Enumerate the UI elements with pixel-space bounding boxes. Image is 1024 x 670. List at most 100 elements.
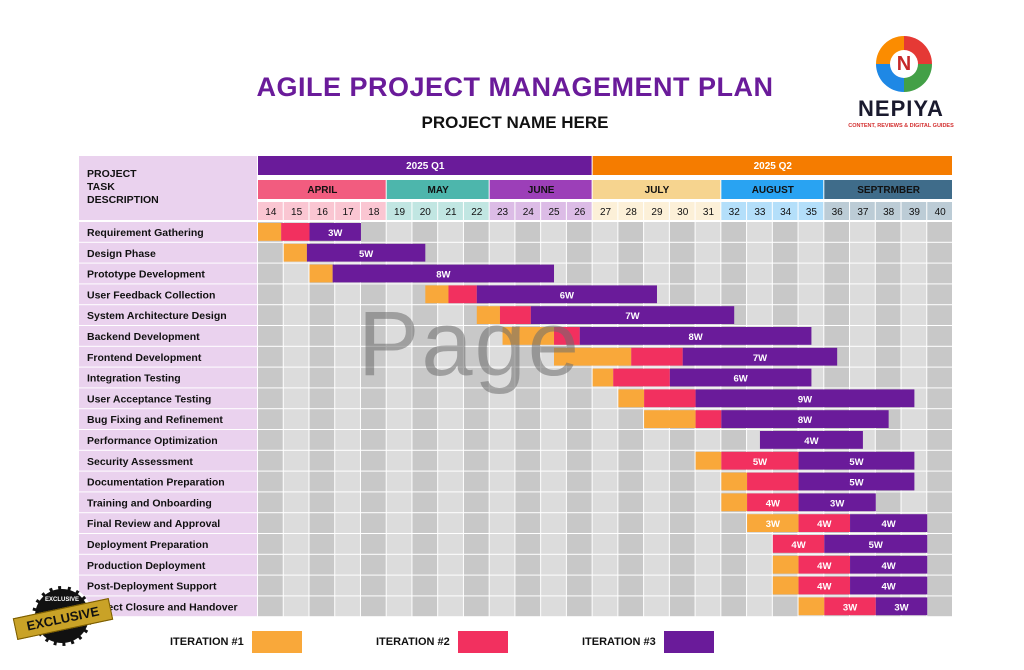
grid-cell [360,575,386,596]
task-name: User Acceptance Testing [87,393,211,405]
bar-duration-label: 4W [817,519,831,530]
grid-cell [721,242,747,263]
bar-duration-label: 5W [849,478,863,489]
grid-cell [335,513,360,533]
page-subtitle: PROJECT NAME HERE [421,113,609,132]
grid-cell [875,305,901,325]
grid-cell [515,534,541,554]
grid-cell [901,492,927,513]
gantt-bar-iteration-3 [476,285,657,304]
grid-cell [515,367,541,388]
task-name-cell [79,388,257,409]
grid-cell [283,388,309,409]
grid-cell [438,367,463,388]
grid-cell [927,305,952,325]
task-name-cell [79,596,257,617]
grid-cell [258,534,283,554]
week-number: 40 [935,207,947,218]
bar-duration-label: 8W [688,332,702,343]
grid-cell [283,346,309,367]
gantt-bar-iteration-1 [476,306,500,324]
logo-mark-icon: N [876,36,932,92]
grid-cell [669,575,695,596]
grid-cell [463,388,489,409]
grid-cell [721,263,747,284]
grid-cell [335,284,360,305]
gantt-bar-iteration-3 [850,514,928,532]
grid-cell [592,222,618,242]
grid-cell [721,575,747,596]
grid-cell [850,263,875,284]
grid-cell [309,534,335,554]
grid-cell [850,305,875,325]
task-name-cell [79,534,257,554]
grid-cell [386,554,412,575]
grid-cell [566,409,592,429]
week-number: 23 [497,207,509,218]
month-label: AUGUST [752,185,794,196]
grid-cell [798,242,824,263]
grid-cell [283,534,309,554]
grid-cell [875,242,901,263]
gantt-bar-iteration-2 [613,368,670,387]
grid-cell [747,554,772,575]
task-name-cell [79,450,257,471]
week-number: 24 [523,207,535,218]
grid-cell [592,596,618,617]
gantt-bar-iteration-2 [695,410,722,428]
week-cell [386,202,412,220]
grid-cell [258,596,283,617]
week-number: 15 [291,207,303,218]
grid-cell [875,430,901,450]
bar-duration-label: 6W [560,290,574,301]
grid-cell [515,575,541,596]
grid-cell [515,596,541,617]
task-name-cell [79,346,257,367]
task-name-cell [79,305,257,325]
task-name: Final Review and Approval [87,518,220,530]
grid-cell [515,388,541,409]
grid-cell [463,430,489,450]
grid-cell [541,409,566,429]
task-name-cell [79,242,257,263]
grid-cell [875,263,901,284]
grid-cell [335,596,360,617]
week-cell [309,202,335,220]
grid-cell [566,554,592,575]
month-label: JUNE [528,185,555,196]
gantt-bar-iteration-3 [875,597,928,616]
grid-cell [489,575,515,596]
grid-cell [360,284,386,305]
grid-cell [515,222,541,242]
grid-cell [618,575,644,596]
grid-cell [901,367,927,388]
task-name: Frontend Development [87,352,202,364]
grid-cell [489,471,515,492]
grid-cell [875,222,901,242]
grid-cell [669,284,695,305]
grid-cell [463,513,489,533]
grid-cell [438,575,463,596]
grid-cell [283,326,309,346]
grid-cell [309,409,335,429]
grid-cell [438,326,463,346]
grid-cell [283,596,309,617]
bar-duration-label: 4W [804,436,818,447]
task-header-text: TASK [87,181,115,193]
gantt-bar-iteration-3 [669,368,812,387]
grid-cell [438,596,463,617]
grid-cell [618,471,644,492]
grid-cell [386,326,412,346]
grid-cell [412,534,438,554]
week-number: 28 [626,207,638,218]
grid-cell [592,534,618,554]
grid-cell [283,263,309,284]
legend-label: ITERATION #1 [170,636,244,648]
grid-cell [669,492,695,513]
gantt-bar-iteration-2 [644,389,696,408]
grid-cell [541,367,566,388]
task-name: Documentation Preparation [87,477,225,489]
grid-cell [309,346,335,367]
grid-cell [283,367,309,388]
grid-cell [463,596,489,617]
